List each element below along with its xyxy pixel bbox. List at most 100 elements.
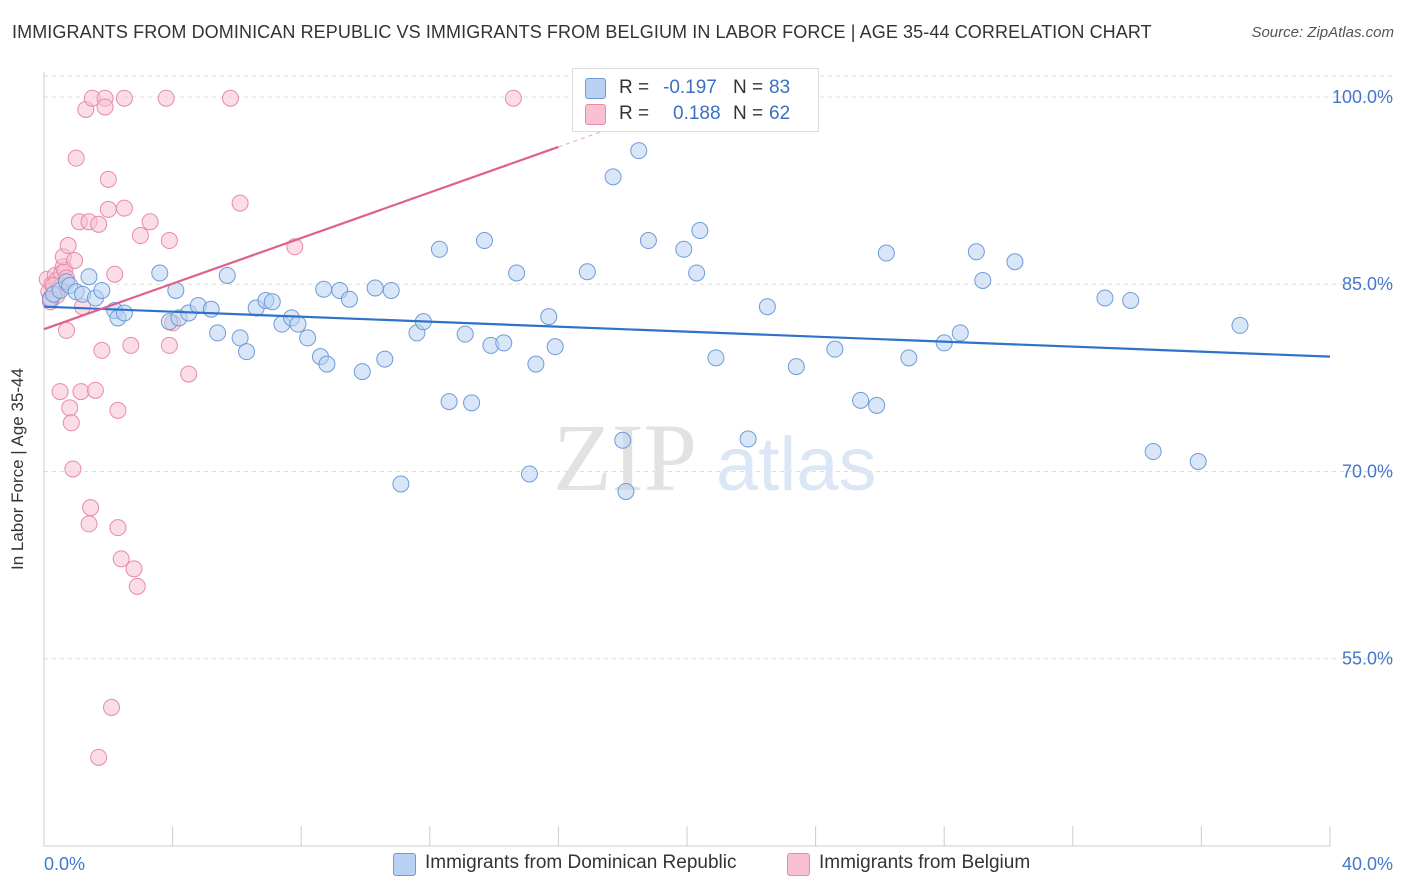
- legend-n-label: N =: [733, 103, 764, 124]
- blue-data-point: [707, 349, 725, 367]
- blue-data-point: [520, 465, 538, 483]
- pink-data-point: [109, 401, 127, 419]
- blue-data-point: [614, 431, 632, 449]
- blue-data-point: [826, 340, 844, 358]
- pink-data-point: [59, 237, 77, 255]
- blue-data-point: [951, 324, 969, 342]
- blue-data-point: [1144, 443, 1162, 461]
- pink-data-point: [160, 336, 178, 354]
- blue-data-point: [527, 355, 545, 373]
- legend-r-value: 0.188: [673, 103, 721, 124]
- blue-data-point: [546, 338, 564, 356]
- chart-title: IMMIGRANTS FROM DOMINICAN REPUBLIC VS IM…: [12, 22, 1152, 42]
- x-tick-label: 0.0%: [44, 854, 85, 874]
- pink-data-point: [125, 560, 143, 578]
- blue-data-point: [630, 142, 648, 160]
- pink-data-point: [115, 199, 133, 217]
- legend-n-label: N =: [733, 77, 764, 98]
- correlation-legend: R = -0.197 N = 83 R = 0.188 N = 62: [572, 68, 819, 132]
- blue-data-point: [967, 243, 985, 261]
- blue-data-point: [739, 430, 757, 448]
- pink-data-point: [61, 399, 79, 417]
- blue-data-point: [475, 232, 493, 250]
- pink-data-point: [96, 98, 114, 116]
- pink-data-point: [58, 321, 76, 339]
- bottom-legend-swatch-pink: [787, 853, 810, 876]
- blue-data-point: [463, 394, 481, 412]
- pink-data-point: [64, 460, 82, 478]
- blue-data-point: [508, 264, 526, 282]
- blue-data-point: [1006, 253, 1024, 271]
- blue-data-point: [299, 329, 317, 347]
- legend-swatch-pink: [585, 104, 606, 125]
- blue-data-point: [1122, 291, 1140, 309]
- blue-data-point: [93, 281, 111, 299]
- blue-data-point: [151, 264, 169, 282]
- pink-data-point: [103, 698, 121, 716]
- y-tick-label: 70.0%: [1342, 461, 1393, 481]
- blue-data-point: [80, 268, 98, 286]
- pink-data-point: [115, 89, 133, 107]
- blue-data-point: [688, 264, 706, 282]
- grid-lines: [44, 75, 1392, 660]
- blue-data-point: [617, 482, 635, 500]
- source-credit: Source: ZipAtlas.com: [1251, 24, 1394, 41]
- blue-data-point: [495, 334, 513, 352]
- blue-data-point: [289, 315, 307, 333]
- y-tick-label: 85.0%: [1342, 274, 1393, 294]
- pink-trend-extension: [558, 130, 604, 148]
- axes: [43, 72, 1331, 847]
- blue-data-point: [382, 281, 400, 299]
- blue-data-point: [315, 280, 333, 298]
- blue-data-point: [366, 279, 384, 297]
- pink-data-point: [80, 515, 98, 533]
- blue-data-point: [318, 355, 336, 373]
- blue-data-point: [238, 343, 256, 361]
- x-tick-label: 40.0%: [1342, 854, 1393, 874]
- pink-data-point: [66, 252, 84, 270]
- pink-data-point: [109, 519, 127, 537]
- tick-labels: 55.0% 70.0% 85.0% 100.0% 0.0% 40.0%: [44, 87, 1393, 874]
- pink-data-point: [90, 215, 108, 233]
- blue-trend-line: [43, 305, 1331, 358]
- pink-data-point: [141, 213, 159, 231]
- pink-data-point: [82, 499, 100, 517]
- bottom-legend-swatch-blue: [393, 853, 416, 876]
- legend-n-value: 83: [769, 77, 791, 98]
- y-axis-label: In Labor Force | Age 35-44: [8, 368, 27, 570]
- trend-lines: [43, 130, 1331, 358]
- pink-data-point: [90, 748, 108, 766]
- blue-data-point: [263, 293, 281, 311]
- blue-data-point: [900, 349, 918, 367]
- legend-r-value: -0.197: [663, 77, 717, 98]
- legend-swatch-blue: [585, 78, 606, 99]
- pink-data-point: [231, 194, 249, 212]
- pink-data-point: [106, 265, 124, 283]
- pink-data-point: [86, 381, 104, 399]
- pink-data-point: [99, 200, 117, 218]
- blue-data-point: [218, 266, 236, 284]
- pink-data-point: [131, 227, 149, 245]
- blue-data-point: [202, 300, 220, 318]
- blue-data-point: [456, 325, 474, 343]
- blue-data-point: [787, 358, 805, 376]
- pink-data-point: [72, 383, 90, 401]
- pink-data-point: [180, 365, 198, 383]
- bottom-legend-label: Immigrants from Dominican Republic: [425, 852, 737, 873]
- pink-data-point: [122, 336, 140, 354]
- pink-trend-line: [43, 145, 559, 331]
- pink-data-point: [62, 414, 80, 432]
- watermark: ZIP atlas: [553, 404, 877, 511]
- blue-data-point: [1189, 452, 1207, 470]
- blue-data-point: [353, 363, 371, 381]
- bottom-legend-label: Immigrants from Belgium: [819, 852, 1031, 873]
- blue-data-point: [392, 475, 410, 493]
- y-tick-label: 100.0%: [1332, 87, 1393, 107]
- pink-data-point: [160, 232, 178, 250]
- y-tick-label: 55.0%: [1342, 649, 1393, 669]
- blue-data-point: [340, 290, 358, 308]
- pink-data-point: [51, 383, 69, 401]
- blue-data-point: [1231, 316, 1249, 334]
- blue-data-point: [691, 222, 709, 240]
